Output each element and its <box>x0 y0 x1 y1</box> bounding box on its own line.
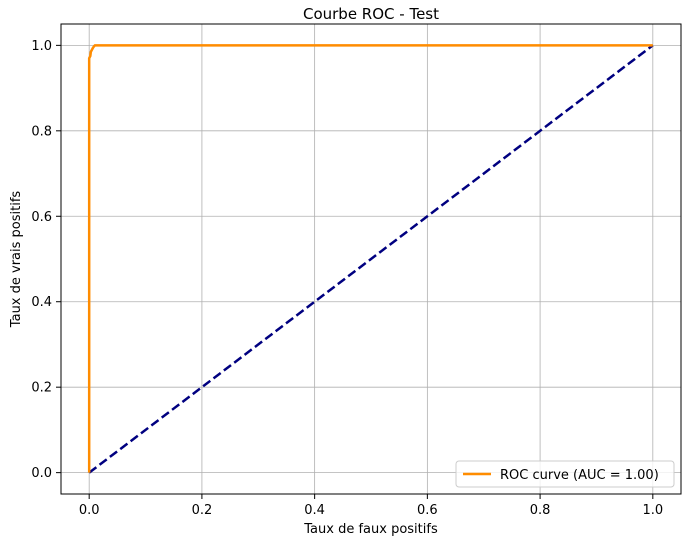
diagonal-reference-line <box>88 44 654 474</box>
y-tick-label: 0.6 <box>31 210 52 225</box>
x-tick-label: 1.0 <box>642 503 663 518</box>
x-tick-label: 0.8 <box>530 503 551 518</box>
y-axis-label: Taux de vrais positifs <box>9 191 24 329</box>
y-tick-label: 0.4 <box>31 295 52 310</box>
y-tick-label: 0.8 <box>31 124 52 139</box>
x-tick-label: 0.0 <box>79 503 100 518</box>
legend-entry-roc: ROC curve (AUC = 1.00) <box>500 468 659 483</box>
y-tick-label: 0.0 <box>31 466 52 481</box>
series-layer <box>87 44 654 474</box>
chart-title: Courbe ROC - Test <box>303 5 439 23</box>
x-tick-label: 0.4 <box>304 503 325 518</box>
y-tick-label: 1.0 <box>31 39 52 54</box>
x-axis-label: Taux de faux positifs <box>303 522 438 537</box>
legend-box <box>455 460 675 488</box>
plot-frame <box>60 23 682 495</box>
grid <box>61 24 681 494</box>
roc-curve-line <box>87 44 653 473</box>
ticks: 0.0 0.2 0.4 0.6 0.8 1.0 0.0 0.2 0.4 0.6 0.8 1.0 <box>31 39 663 518</box>
y-tick-label: 0.2 <box>31 381 52 396</box>
x-tick-label: 0.2 <box>192 503 213 518</box>
x-tick-label: 0.6 <box>417 503 438 518</box>
legend: ROC curve (AUC = 1.00) <box>455 460 675 488</box>
